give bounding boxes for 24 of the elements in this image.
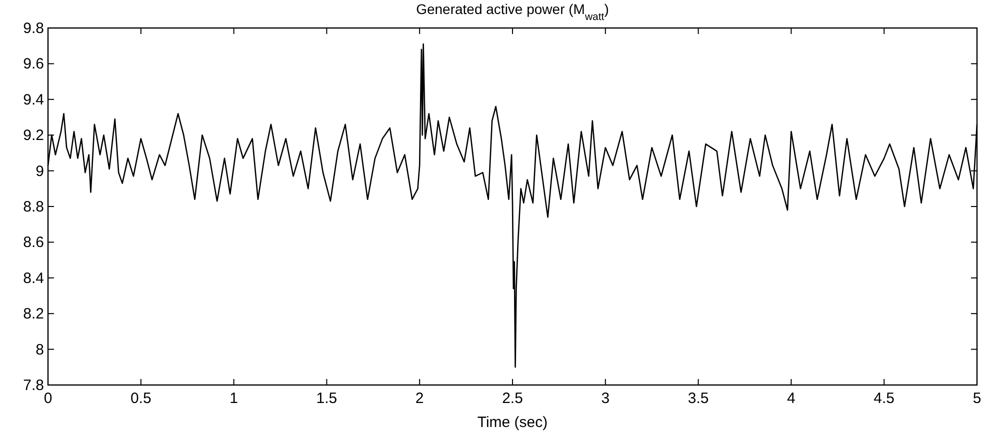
x-tick-label: 0.5: [130, 390, 152, 407]
y-tick-label: 8.4: [23, 270, 44, 287]
y-tick-label: 8.6: [23, 234, 44, 252]
x-tick-label: 2.5: [502, 390, 523, 407]
y-tick-label: 9: [36, 162, 44, 180]
chart-title: Generated active power (M$_{watt}$): [416, 1, 609, 23]
y-tick-label: 8.8: [23, 198, 44, 216]
x-axis-title: Time (sec): [477, 414, 548, 431]
y-tick-label: 9.6: [23, 56, 44, 73]
x-tick-label: 4: [787, 390, 796, 407]
y-tick-label: 9.2: [23, 127, 44, 144]
y-tick-label: 8: [36, 341, 44, 358]
y-tick-label: 7.8: [23, 377, 44, 394]
x-tick-label: 5: [972, 390, 982, 407]
y-tick-label: 9.8: [23, 20, 44, 37]
x-tick-label: 2: [415, 390, 424, 407]
x-tick-label: 1: [230, 390, 238, 407]
x-tick-label: 4.5: [874, 390, 895, 407]
x-tick-label: 0: [44, 390, 52, 407]
x-tick-label: 1.5: [316, 390, 338, 407]
y-tick-label: 9.4: [23, 91, 44, 108]
x-tick-label: 3.5: [688, 390, 709, 407]
x-tick-label: 3: [601, 390, 610, 407]
y-tick-label: 8.2: [23, 306, 44, 323]
